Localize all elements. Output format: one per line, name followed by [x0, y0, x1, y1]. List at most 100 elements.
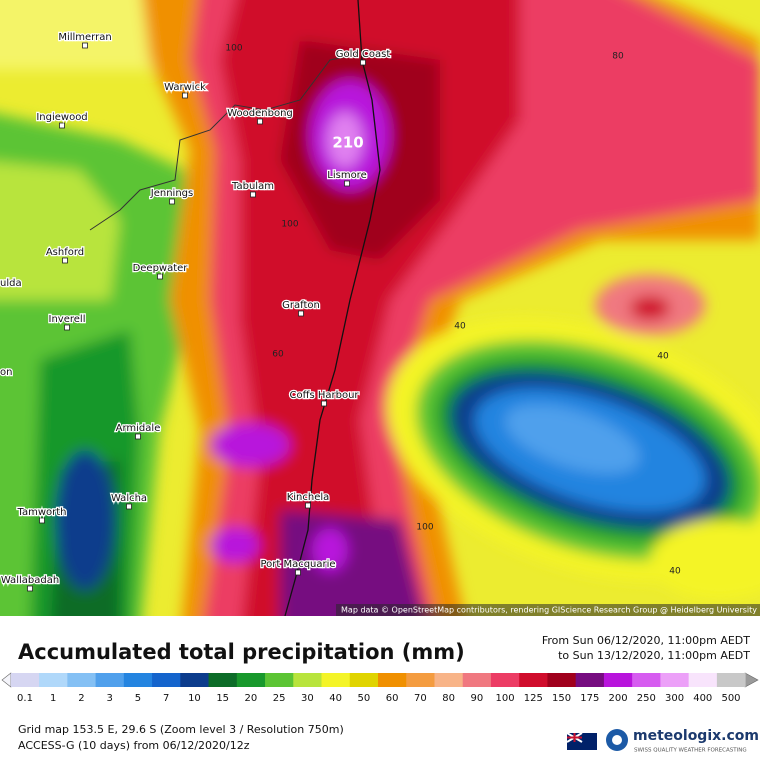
- color-swatch: [123, 673, 153, 687]
- color-swatch: [10, 673, 40, 687]
- color-swatch: [208, 673, 238, 687]
- color-swatch: [265, 673, 294, 687]
- level-label: 80: [442, 693, 455, 704]
- grid-info: Grid map 153.5 E, 29.6 S (Zoom level 3 /…: [18, 723, 344, 736]
- color-swatch: [95, 673, 125, 687]
- level-label: 175: [580, 693, 599, 704]
- color-swatch: [519, 673, 548, 687]
- contour-label: 40: [669, 567, 681, 577]
- place-label: Armidale: [116, 423, 161, 434]
- color-swatch: [575, 673, 605, 687]
- level-label: 25: [273, 693, 286, 704]
- place-label: Gold Coast: [336, 49, 391, 60]
- level-label: 50: [358, 693, 371, 704]
- place-marker: [126, 503, 132, 510]
- place-marker: [39, 517, 45, 524]
- place-marker: [344, 180, 350, 187]
- place-marker: [305, 502, 311, 509]
- place-label: Tamworth: [17, 507, 67, 518]
- level-label: 5: [135, 693, 141, 704]
- contour-label: 40: [657, 352, 669, 362]
- place-label: Deepwater: [133, 263, 189, 274]
- color-swatch: [378, 673, 407, 687]
- place-marker: [321, 400, 327, 407]
- place-marker: [27, 585, 33, 592]
- place-marker: [82, 42, 88, 49]
- arrow-left: [1, 672, 12, 688]
- color-swatch: [349, 673, 379, 687]
- level-label: 10: [188, 693, 201, 704]
- contour-label: 80: [612, 52, 624, 62]
- color-swatch: [321, 673, 351, 687]
- level-label: 15: [216, 693, 229, 704]
- attribution: Map data © OpenStreetMap contributors, r…: [341, 606, 757, 615]
- color-swatch: [39, 673, 68, 687]
- place-label: Woodenbong: [227, 108, 293, 119]
- place-label: on: [0, 367, 12, 378]
- brand: meteologix.com: [633, 728, 759, 744]
- level-label: 70: [414, 693, 427, 704]
- logo: [606, 729, 628, 751]
- level-label: 90: [470, 693, 483, 704]
- place-marker: [64, 324, 70, 331]
- period-to: to Sun 13/12/2020, 11:00pm AEDT: [558, 649, 750, 662]
- place-label: Grafton: [282, 300, 320, 311]
- level-label: 7: [163, 693, 169, 704]
- place-label: Lismore: [327, 170, 366, 181]
- place-marker: [169, 198, 175, 205]
- contour-label: 60: [272, 350, 284, 360]
- model-info: ACCESS-G (10 days) from 06/12/2020/12z: [18, 739, 250, 752]
- place-marker: [59, 122, 65, 129]
- place-marker: [298, 310, 304, 317]
- contour-label: 100: [281, 220, 298, 230]
- place-marker: [257, 118, 263, 125]
- place-marker: [62, 257, 68, 264]
- level-label: 30: [301, 693, 314, 704]
- place-marker: [295, 569, 301, 576]
- level-label: 100: [496, 693, 515, 704]
- level-label: 300: [665, 693, 684, 704]
- level-label: 125: [524, 693, 543, 704]
- place-marker: [157, 273, 163, 280]
- map: [0, 0, 760, 616]
- level-label: 1: [50, 693, 56, 704]
- place-marker: [250, 191, 256, 198]
- place-label: ulda: [0, 278, 22, 289]
- peak-label: 210: [332, 134, 363, 152]
- color-swatch: [152, 673, 181, 687]
- place-label: Ingiewood: [36, 112, 87, 123]
- level-label: 0.1: [17, 693, 33, 704]
- period-from: From Sun 06/12/2020, 11:00pm AEDT: [542, 634, 750, 647]
- level-label: 150: [552, 693, 571, 704]
- place-label: Warwick: [164, 82, 206, 93]
- contour-label: 40: [454, 322, 466, 332]
- arrow-right: [744, 672, 759, 688]
- color-swatch: [434, 673, 464, 687]
- color-swatch: [406, 673, 435, 687]
- place-label: Millmerran: [58, 32, 111, 43]
- level-label: 3: [107, 693, 113, 704]
- level-label: 20: [245, 693, 258, 704]
- tagline: SWISS QUALITY WEATHER FORECASTING: [634, 748, 747, 754]
- level-label: 500: [721, 693, 740, 704]
- level-label: 40: [329, 693, 342, 704]
- place-label: Kinchela: [287, 492, 330, 503]
- level-label: 400: [693, 693, 712, 704]
- color-swatch: [660, 673, 690, 687]
- contour-label: 100: [225, 44, 242, 54]
- color-swatch: [716, 673, 746, 687]
- places: Millmerran Warwick Ingiewood Woodenbong Gold…: [0, 31, 681, 592]
- place-label: Walcha: [111, 493, 147, 504]
- level-label: 200: [608, 693, 627, 704]
- color-swatch: [462, 673, 492, 687]
- place-label: Port Macquarie: [260, 559, 335, 570]
- place-marker: [360, 59, 366, 66]
- place-label: Coffs Harbour: [289, 390, 359, 401]
- color-swatch: [67, 673, 97, 687]
- color-swatch: [603, 673, 633, 687]
- color-swatch: [180, 673, 210, 687]
- color-swatch: [547, 673, 577, 687]
- contour-label: 100: [416, 523, 433, 533]
- place-label: Ashford: [46, 247, 84, 258]
